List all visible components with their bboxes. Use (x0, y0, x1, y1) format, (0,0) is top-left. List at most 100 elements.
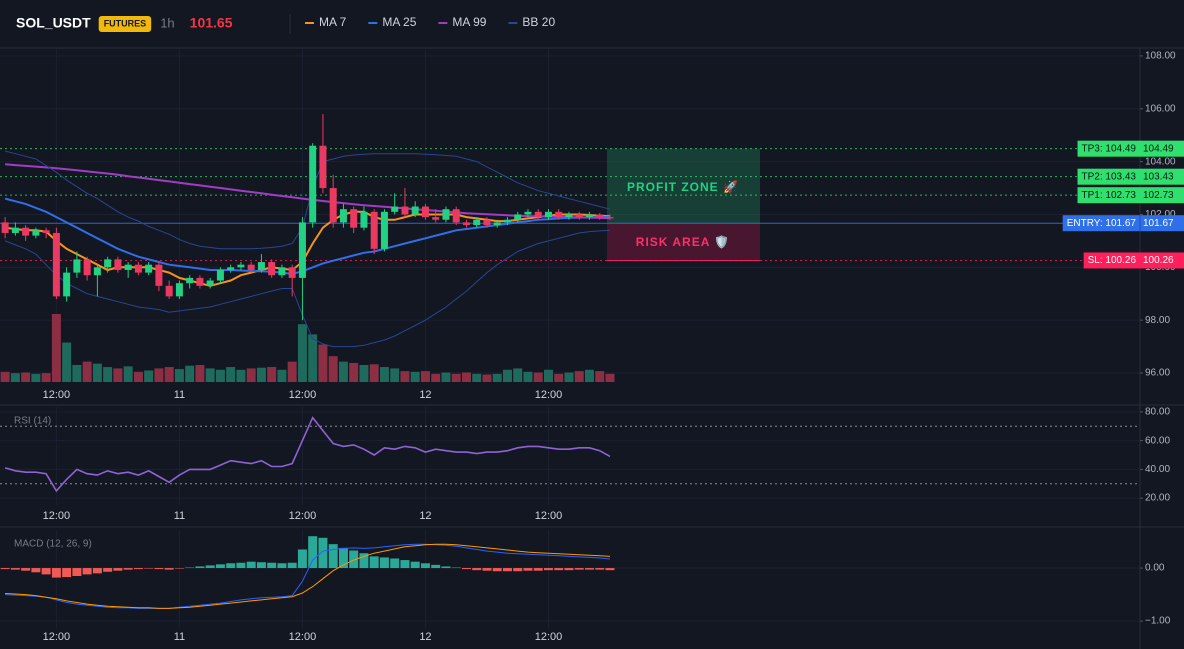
volume-bar (554, 373, 564, 382)
volume-bar (205, 368, 215, 382)
candle-body (596, 214, 604, 218)
volume-bar (328, 356, 338, 382)
candle-body (483, 219, 491, 226)
legend-label: MA 25 (382, 15, 416, 29)
candle-body (534, 211, 542, 218)
candle-body (83, 259, 91, 276)
y-tick-label: 104.00 (1145, 156, 1176, 167)
histogram-bar (236, 562, 246, 569)
candle-body (585, 214, 593, 218)
histogram-bar (564, 568, 574, 571)
candle-body (360, 211, 368, 228)
candle-body (411, 206, 419, 215)
candle-body (42, 230, 50, 233)
candle-body (124, 264, 132, 270)
volume-bar (164, 367, 174, 382)
volume-bar (133, 371, 143, 382)
histogram-bar (113, 568, 123, 571)
volume-bar (41, 373, 51, 382)
signal-line (5, 543, 611, 609)
x-tick-label: 12:00 (535, 510, 563, 522)
x-tick-label: 12:00 (289, 389, 317, 401)
candle-body (104, 259, 112, 268)
candle-body (309, 145, 317, 223)
histogram-bar (123, 568, 133, 570)
candle-body (462, 222, 470, 226)
y-tick-label: 98.00 (1145, 315, 1170, 326)
histogram-bar (133, 568, 143, 570)
candle-body (288, 267, 296, 278)
rsi-line (4, 416, 611, 493)
candle-body (257, 262, 265, 270)
level-label: TP3: 104.49 (1082, 143, 1137, 154)
histogram-bar (328, 544, 338, 569)
volume-bar (369, 364, 379, 382)
volume-bar (564, 372, 574, 382)
histogram-bar (308, 536, 318, 569)
candle-body (473, 219, 481, 226)
candle-body (452, 209, 460, 223)
x-tick-label: 11 (174, 389, 185, 401)
volume-bar (51, 314, 61, 382)
volume-bar (523, 371, 533, 382)
y-tick-label: 106.00 (1145, 103, 1176, 114)
candle-body (196, 277, 204, 286)
candle-body (606, 217, 614, 219)
histogram-bar (103, 568, 113, 572)
x-tick-label: 11 (174, 631, 185, 643)
volume-bar (390, 368, 400, 382)
macd-line (5, 543, 611, 609)
histogram-bar (338, 547, 348, 569)
profit-zone (607, 148, 760, 224)
volume-bar (297, 324, 307, 382)
volume-bar (338, 361, 348, 382)
histogram-bar (410, 561, 420, 569)
histogram-bar (584, 568, 594, 570)
candle-body (227, 267, 235, 270)
candle-body (1, 222, 9, 233)
volume-bar (267, 367, 277, 382)
level-badge (1077, 140, 1184, 157)
level-value: 101.67 (1143, 218, 1174, 229)
histogram-bar (523, 568, 533, 571)
histogram-bar (400, 560, 410, 569)
candle-body (247, 264, 255, 270)
candle-body (401, 206, 409, 215)
volume-bar (236, 369, 246, 382)
panel-title: MACD (12, 26, 9) (14, 539, 92, 550)
y-tick-label: −1.00 (1145, 616, 1171, 627)
histogram-bar (390, 558, 400, 569)
candle-body (32, 230, 40, 236)
level-value: 103.43 (1143, 171, 1174, 182)
histogram-bar (31, 568, 41, 573)
volume-bar (533, 372, 543, 382)
histogram-bar (502, 568, 512, 572)
volume-bar (318, 344, 328, 382)
candle-body (524, 211, 532, 215)
legend-label: MA 7 (319, 15, 347, 29)
volume-bar (513, 368, 523, 382)
candle-body (339, 209, 347, 223)
level-badge (1083, 252, 1184, 269)
bb-upper (4, 150, 611, 250)
histogram-bar (62, 568, 72, 578)
volume-bar (472, 373, 482, 382)
volume-bar (595, 371, 605, 382)
ma-line (4, 197, 610, 275)
volume-bar (431, 373, 441, 382)
histogram-bar (461, 568, 471, 570)
volume-bar (215, 369, 225, 382)
candle-body (514, 214, 522, 220)
volume-bar (113, 368, 123, 382)
candle-body (93, 267, 101, 276)
volume-bar (605, 373, 615, 382)
volume-bar (502, 369, 512, 382)
volume-bar (103, 367, 113, 382)
candle-body (442, 209, 450, 220)
histogram-bar (359, 553, 369, 569)
histogram-bar (349, 550, 359, 569)
histogram-bar (379, 557, 389, 569)
volume-bar (246, 368, 256, 382)
histogram-bar (41, 568, 51, 575)
